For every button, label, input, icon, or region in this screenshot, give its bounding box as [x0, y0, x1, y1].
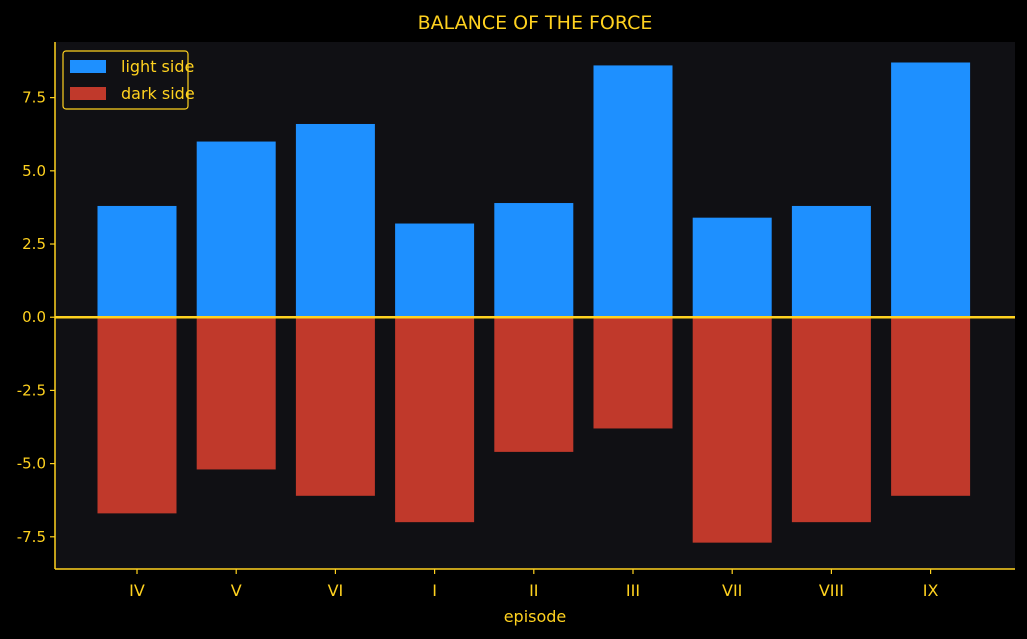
chart-title: BALANCE OF THE FORCE [418, 12, 653, 34]
light-side-bar-IX [891, 62, 971, 318]
light-side-bar-VI [295, 123, 375, 318]
light-side-bar-VII [692, 217, 772, 318]
x-tick-label-VII: VII [722, 581, 742, 600]
light-side-bar-VIII [791, 205, 871, 318]
y-tick-label: -5.0 [17, 455, 46, 473]
dark-side-bar-VI [295, 317, 375, 496]
light-side-series [97, 62, 971, 318]
light-side-bar-III [593, 65, 673, 318]
dark-side-series [97, 317, 971, 543]
y-tick-label: 7.5 [22, 89, 46, 107]
dark-side-bar-IX [891, 317, 971, 496]
x-tick-label-I: I [432, 581, 437, 600]
dark-side-bar-I [395, 317, 475, 523]
x-tick-label-III: III [626, 581, 640, 600]
y-tick-label: -2.5 [17, 381, 46, 399]
x-tick-label-V: V [231, 581, 242, 600]
legend-label-dark-side: dark side [121, 84, 195, 103]
x-axis-ticks: IV V VI I II III VII VIII IX [129, 569, 938, 600]
x-tick-label-IX: IX [923, 581, 939, 600]
light-side-bar-II [494, 203, 574, 318]
legend-label-light-side: light side [121, 57, 194, 76]
y-tick-label: 2.5 [22, 235, 46, 253]
dark-side-bar-III [593, 317, 673, 429]
light-side-bar-IV [97, 205, 177, 318]
dark-side-bar-IV [97, 317, 177, 514]
y-axis-ticks: 7.5 5.0 2.5 0.0 -2.5 -5.0 -7.5 [17, 89, 55, 546]
light-side-bar-V [196, 141, 276, 318]
legend-swatch-light-side [70, 60, 106, 73]
x-tick-label-IV: IV [129, 581, 145, 600]
legend: light side dark side [62, 50, 195, 110]
x-tick-label-VIII: VIII [819, 581, 844, 600]
y-tick-label: 0.0 [22, 308, 46, 326]
y-tick-label: 5.0 [22, 162, 46, 180]
light-side-bar-I [395, 223, 475, 318]
dark-side-bar-II [494, 317, 574, 452]
x-tick-label-II: II [529, 581, 538, 600]
dark-side-bar-VIII [791, 317, 871, 523]
y-tick-label: -7.5 [17, 528, 46, 546]
legend-swatch-dark-side [70, 87, 106, 100]
x-axis-label: episode [504, 607, 567, 626]
dark-side-bar-VII [692, 317, 772, 543]
x-tick-label-VI: VI [328, 581, 344, 600]
dark-side-bar-V [196, 317, 276, 470]
